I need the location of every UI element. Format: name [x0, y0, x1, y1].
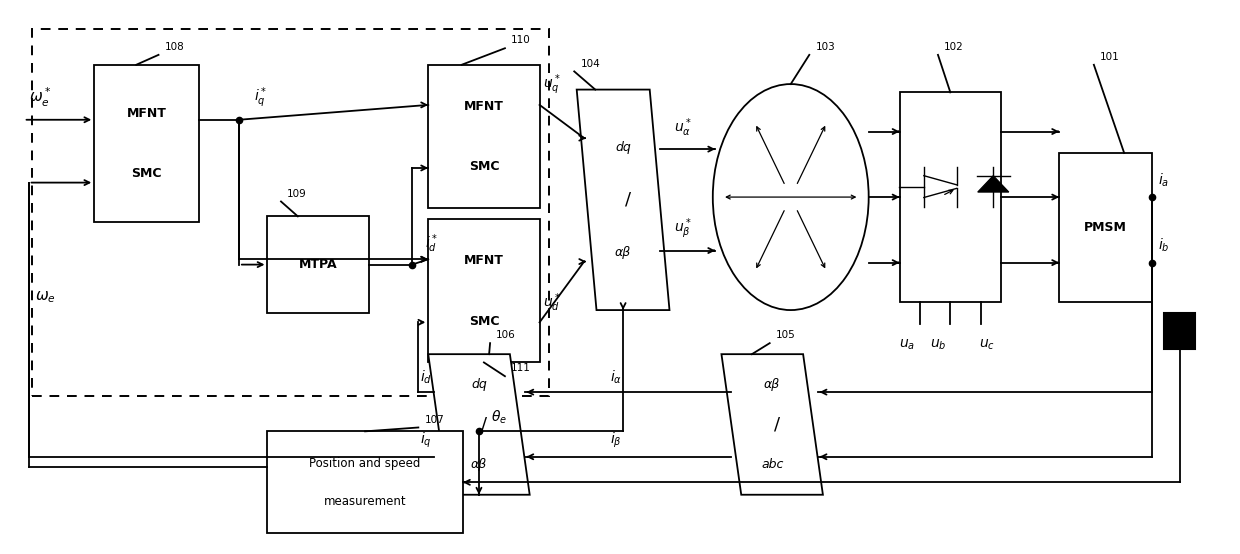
Polygon shape	[978, 176, 1009, 192]
Text: $\theta_e$: $\theta_e$	[491, 408, 507, 426]
Polygon shape	[428, 354, 529, 495]
Text: dq: dq	[615, 141, 631, 154]
Text: SMC: SMC	[469, 160, 500, 173]
FancyBboxPatch shape	[428, 219, 539, 362]
Text: Position and speed: Position and speed	[310, 456, 420, 470]
Text: MFNT: MFNT	[126, 106, 166, 120]
Text: 105: 105	[776, 330, 796, 340]
Text: MTPA: MTPA	[299, 258, 337, 271]
FancyBboxPatch shape	[94, 65, 200, 222]
FancyBboxPatch shape	[899, 93, 1001, 302]
FancyBboxPatch shape	[268, 217, 368, 313]
Ellipse shape	[713, 84, 869, 310]
Text: 108: 108	[165, 42, 185, 52]
Text: αβ: αβ	[764, 378, 780, 391]
Text: αβ: αβ	[615, 245, 631, 259]
Text: $u_b$: $u_b$	[930, 337, 946, 352]
FancyBboxPatch shape	[268, 432, 463, 534]
Text: measurement: measurement	[324, 495, 407, 508]
Text: $u_a$: $u_a$	[899, 337, 915, 352]
Text: $u_\beta^*$: $u_\beta^*$	[675, 216, 692, 240]
Text: abc: abc	[761, 458, 784, 471]
Polygon shape	[577, 90, 670, 310]
Text: dq: dq	[471, 378, 487, 391]
Text: SMC: SMC	[469, 315, 500, 327]
Text: $\omega_e$: $\omega_e$	[35, 290, 56, 305]
Text: 102: 102	[944, 42, 963, 52]
Text: $u_\alpha^*$: $u_\alpha^*$	[675, 116, 692, 139]
Text: $\omega_e^*$: $\omega_e^*$	[29, 85, 51, 109]
Text: $i_b$: $i_b$	[1158, 237, 1169, 254]
Text: 103: 103	[816, 42, 836, 52]
Text: 104: 104	[580, 59, 600, 69]
Text: 101: 101	[1100, 52, 1120, 62]
Text: $i_q$: $i_q$	[419, 431, 432, 450]
Text: 106: 106	[496, 330, 516, 340]
Text: $u_c$: $u_c$	[978, 337, 994, 352]
Text: $i_d$: $i_d$	[419, 368, 432, 386]
Text: PMSM: PMSM	[1084, 221, 1127, 234]
Text: 107: 107	[424, 415, 444, 425]
Text: SMC: SMC	[131, 167, 162, 180]
FancyBboxPatch shape	[1059, 153, 1152, 302]
Text: αβ: αβ	[471, 458, 487, 471]
Text: $i_q^*$: $i_q^*$	[254, 85, 267, 110]
Text: 110: 110	[511, 35, 531, 45]
Text: $u_d^*$: $u_d^*$	[543, 291, 562, 314]
Text: 109: 109	[288, 189, 308, 199]
Text: MFNT: MFNT	[464, 100, 503, 112]
Text: /: /	[481, 416, 487, 433]
Text: /: /	[774, 416, 780, 433]
Text: $i_d^*$: $i_d^*$	[424, 232, 438, 255]
FancyBboxPatch shape	[428, 65, 539, 208]
Text: $u_q^*$: $u_q^*$	[543, 72, 562, 96]
Text: $i_\alpha$: $i_\alpha$	[610, 368, 621, 386]
FancyBboxPatch shape	[1164, 313, 1195, 348]
Text: $i_a$: $i_a$	[1158, 171, 1169, 189]
Text: $i_\beta$: $i_\beta$	[610, 431, 621, 450]
Text: MFNT: MFNT	[464, 254, 503, 267]
Polygon shape	[722, 354, 823, 495]
Text: /: /	[625, 191, 631, 209]
Text: 111: 111	[511, 363, 531, 373]
